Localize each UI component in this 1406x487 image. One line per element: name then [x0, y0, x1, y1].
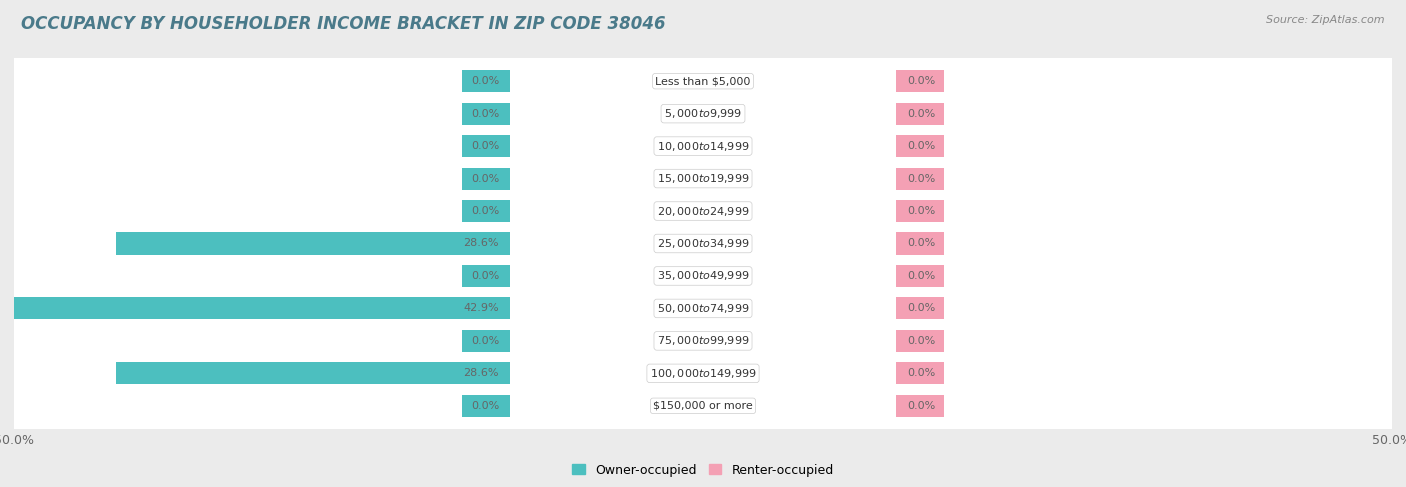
FancyBboxPatch shape [3, 220, 1403, 267]
Text: 42.9%: 42.9% [464, 303, 499, 314]
Text: 0.0%: 0.0% [471, 173, 499, 184]
Text: 0.0%: 0.0% [907, 303, 935, 314]
Text: OCCUPANCY BY HOUSEHOLDER INCOME BRACKET IN ZIP CODE 38046: OCCUPANCY BY HOUSEHOLDER INCOME BRACKET … [21, 15, 665, 33]
FancyBboxPatch shape [3, 382, 1403, 430]
Text: Source: ZipAtlas.com: Source: ZipAtlas.com [1267, 15, 1385, 25]
Text: 0.0%: 0.0% [471, 401, 499, 411]
Text: $35,000 to $49,999: $35,000 to $49,999 [657, 269, 749, 282]
Text: $75,000 to $99,999: $75,000 to $99,999 [657, 335, 749, 347]
Bar [896, 103, 945, 125]
Text: $50,000 to $74,999: $50,000 to $74,999 [657, 302, 749, 315]
Bar [461, 200, 510, 222]
Bar [896, 232, 945, 255]
Bar [896, 265, 945, 287]
Text: 0.0%: 0.0% [907, 109, 935, 119]
FancyBboxPatch shape [3, 90, 1403, 137]
Text: 0.0%: 0.0% [907, 401, 935, 411]
Bar [461, 168, 510, 189]
Legend: Owner-occupied, Renter-occupied: Owner-occupied, Renter-occupied [568, 459, 838, 482]
Text: 0.0%: 0.0% [907, 368, 935, 378]
Text: $20,000 to $24,999: $20,000 to $24,999 [657, 205, 749, 218]
Text: 0.0%: 0.0% [907, 271, 935, 281]
Text: $10,000 to $14,999: $10,000 to $14,999 [657, 140, 749, 152]
Text: $100,000 to $149,999: $100,000 to $149,999 [650, 367, 756, 380]
Bar [461, 135, 510, 157]
Text: 0.0%: 0.0% [471, 109, 499, 119]
FancyBboxPatch shape [3, 57, 1403, 105]
Text: 0.0%: 0.0% [471, 76, 499, 86]
Bar [896, 200, 945, 222]
Bar [896, 168, 945, 189]
Bar [896, 362, 945, 384]
Text: $150,000 or more: $150,000 or more [654, 401, 752, 411]
Text: 0.0%: 0.0% [471, 206, 499, 216]
Text: $15,000 to $19,999: $15,000 to $19,999 [657, 172, 749, 185]
Text: 0.0%: 0.0% [471, 141, 499, 151]
Text: 0.0%: 0.0% [471, 271, 499, 281]
FancyBboxPatch shape [3, 285, 1403, 332]
Text: 0.0%: 0.0% [907, 206, 935, 216]
Bar [117, 362, 510, 384]
Text: Less than $5,000: Less than $5,000 [655, 76, 751, 86]
Bar [896, 70, 945, 92]
Bar [0, 298, 510, 319]
Text: 0.0%: 0.0% [907, 76, 935, 86]
Bar [461, 330, 510, 352]
Bar [461, 103, 510, 125]
Text: $25,000 to $34,999: $25,000 to $34,999 [657, 237, 749, 250]
FancyBboxPatch shape [3, 155, 1403, 202]
Bar [896, 135, 945, 157]
Text: 0.0%: 0.0% [907, 239, 935, 248]
FancyBboxPatch shape [3, 350, 1403, 397]
Bar [896, 395, 945, 417]
FancyBboxPatch shape [3, 252, 1403, 300]
Text: 0.0%: 0.0% [907, 141, 935, 151]
Bar [896, 298, 945, 319]
Bar [461, 70, 510, 92]
Bar [117, 232, 510, 255]
FancyBboxPatch shape [3, 122, 1403, 170]
Bar [896, 330, 945, 352]
Bar [461, 395, 510, 417]
Bar [461, 265, 510, 287]
Text: 28.6%: 28.6% [464, 368, 499, 378]
FancyBboxPatch shape [3, 187, 1403, 235]
Text: 28.6%: 28.6% [464, 239, 499, 248]
Text: 0.0%: 0.0% [907, 336, 935, 346]
Text: $5,000 to $9,999: $5,000 to $9,999 [664, 107, 742, 120]
Text: 0.0%: 0.0% [907, 173, 935, 184]
Text: 0.0%: 0.0% [471, 336, 499, 346]
FancyBboxPatch shape [3, 317, 1403, 365]
